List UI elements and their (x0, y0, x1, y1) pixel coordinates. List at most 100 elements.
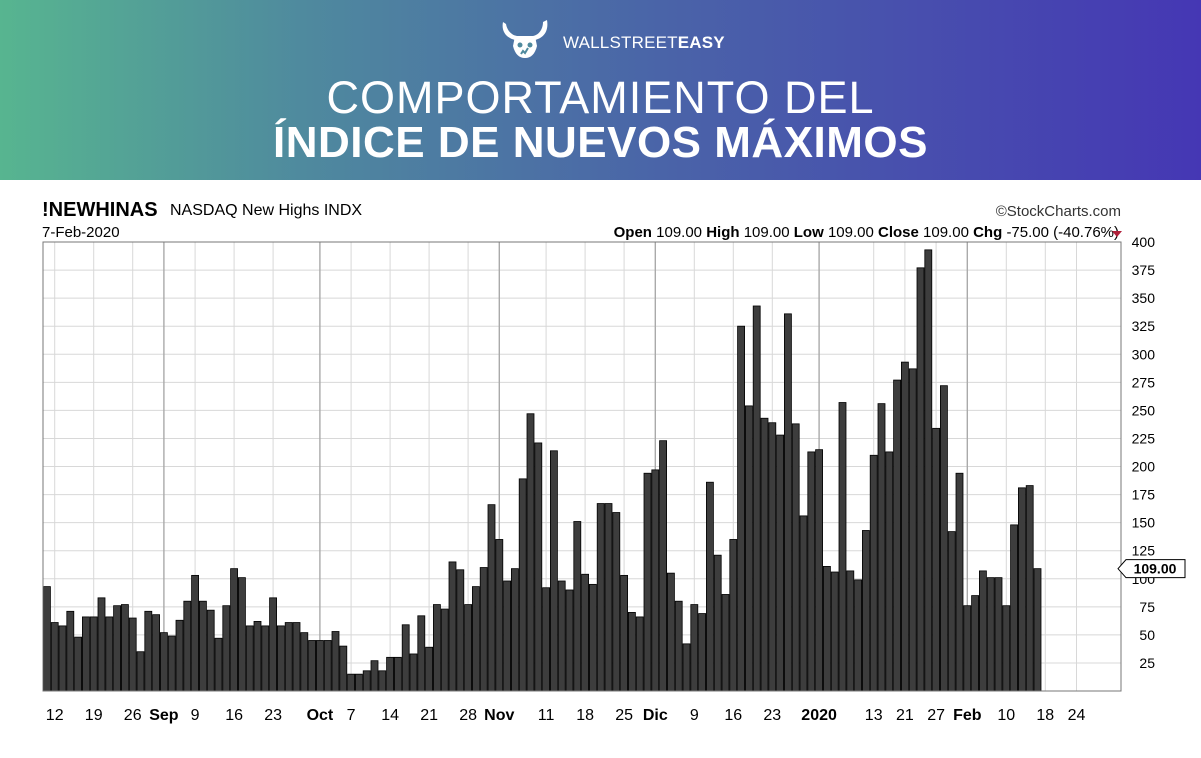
data-bar (331, 631, 340, 692)
data-bar (713, 554, 722, 692)
data-bar (589, 583, 597, 692)
low-label: Low (793, 224, 824, 241)
data-bar (175, 619, 184, 692)
data-bar (901, 361, 909, 692)
data-bar (698, 613, 706, 692)
plot-frame (42, 241, 1122, 692)
data-bar (191, 574, 200, 692)
header-banner: WALLSTREETEASY COMPORTAMIENTO DEL ÍNDICE… (0, 0, 1201, 180)
data-bar (846, 570, 855, 692)
x-tick-label: Sep (149, 707, 179, 724)
chart-date: 7-Feb-2020 (42, 224, 120, 241)
low-value: 109.00 (827, 224, 874, 241)
data-bar (82, 616, 90, 692)
data-bar (612, 512, 621, 692)
x-tick-label: 11 (538, 707, 555, 724)
data-bar (245, 625, 254, 692)
data-bar (768, 422, 777, 692)
data-bar (432, 604, 441, 692)
data-bar (206, 609, 215, 692)
data-bar (1018, 487, 1026, 692)
data-bar (721, 594, 730, 692)
data-bar (308, 640, 317, 692)
data-bar (113, 605, 121, 692)
data-bar (752, 305, 761, 692)
data-bar (269, 597, 278, 692)
chg-label: Chg (973, 224, 1003, 241)
x-tick-label: 18 (1036, 707, 1054, 724)
data-bar (838, 402, 847, 692)
data-bar (815, 449, 823, 692)
data-bar (908, 368, 917, 692)
x-tick-label: 23 (763, 707, 781, 724)
data-bar (183, 600, 192, 692)
data-bar (370, 660, 379, 692)
y-tick-label: 350 (1132, 290, 1156, 306)
data-bar (284, 622, 293, 692)
data-bar (1033, 568, 1042, 692)
x-tick-label: Nov (484, 707, 514, 724)
data-bar (729, 539, 738, 692)
data-bar (471, 586, 480, 692)
down-arrow-icon (1112, 231, 1122, 237)
x-tick-label: 7 (347, 707, 356, 724)
x-tick-label: 24 (1068, 707, 1086, 724)
data-bar (354, 673, 363, 692)
data-bar (799, 515, 808, 692)
data-bar (198, 600, 207, 692)
data-bar (417, 615, 426, 692)
copyright-text: ©StockCharts.com (995, 203, 1121, 220)
x-tick-label: 16 (724, 707, 742, 724)
y-tick-label: 25 (1139, 655, 1155, 671)
x-tick-label: 28 (459, 707, 477, 724)
logo: WALLSTREETEASY (497, 18, 757, 68)
data-bar (339, 645, 348, 692)
data-bar (791, 423, 800, 692)
x-tick-label: 25 (615, 707, 633, 724)
data-bar (136, 651, 145, 692)
title-line-2: ÍNDICE DE NUEVOS MÁXIMOS (273, 118, 928, 167)
data-bar (807, 451, 816, 692)
data-bar (386, 656, 395, 692)
data-bar (979, 570, 987, 692)
data-bar (659, 440, 667, 692)
data-bar (448, 561, 457, 692)
data-bar (651, 469, 660, 692)
y-tick-label: 50 (1139, 627, 1155, 643)
data-bar (393, 656, 402, 692)
data-bar (237, 577, 246, 692)
data-bar (261, 625, 270, 692)
data-bar (518, 478, 527, 692)
data-bar (362, 670, 371, 692)
data-bar (955, 472, 964, 692)
data-bar (947, 531, 956, 692)
y-tick-label: 275 (1132, 374, 1156, 390)
data-bar (378, 670, 387, 692)
x-tick-label: 21 (420, 707, 438, 724)
y-tick-label: 325 (1132, 318, 1156, 334)
data-bar (222, 605, 231, 692)
high-value: 109.00 (743, 224, 790, 241)
data-bar (230, 568, 239, 692)
data-bar (464, 604, 473, 692)
open-value: 109.00 (656, 224, 703, 241)
data-bar (573, 521, 582, 692)
data-bar (300, 632, 309, 692)
data-bar (745, 405, 753, 692)
data-bar (121, 604, 129, 692)
data-bar (628, 612, 636, 692)
data-bar (292, 622, 301, 692)
chart-description: NASDAQ New Highs INDX (170, 202, 363, 219)
data-bar (97, 597, 106, 692)
y-tick-label: 125 (1132, 543, 1156, 559)
title-line-1: COMPORTAMIENTO DEL (326, 72, 875, 123)
data-bar (495, 539, 504, 692)
data-bar (43, 586, 51, 692)
y-tick-label: 175 (1132, 487, 1156, 503)
data-bar (885, 451, 894, 692)
data-bar (823, 566, 831, 692)
x-tick-label: 9 (690, 707, 699, 724)
x-tick-label: 19 (85, 707, 103, 724)
close-value: 109.00 (923, 224, 969, 241)
y-tick-label: 300 (1132, 346, 1156, 362)
